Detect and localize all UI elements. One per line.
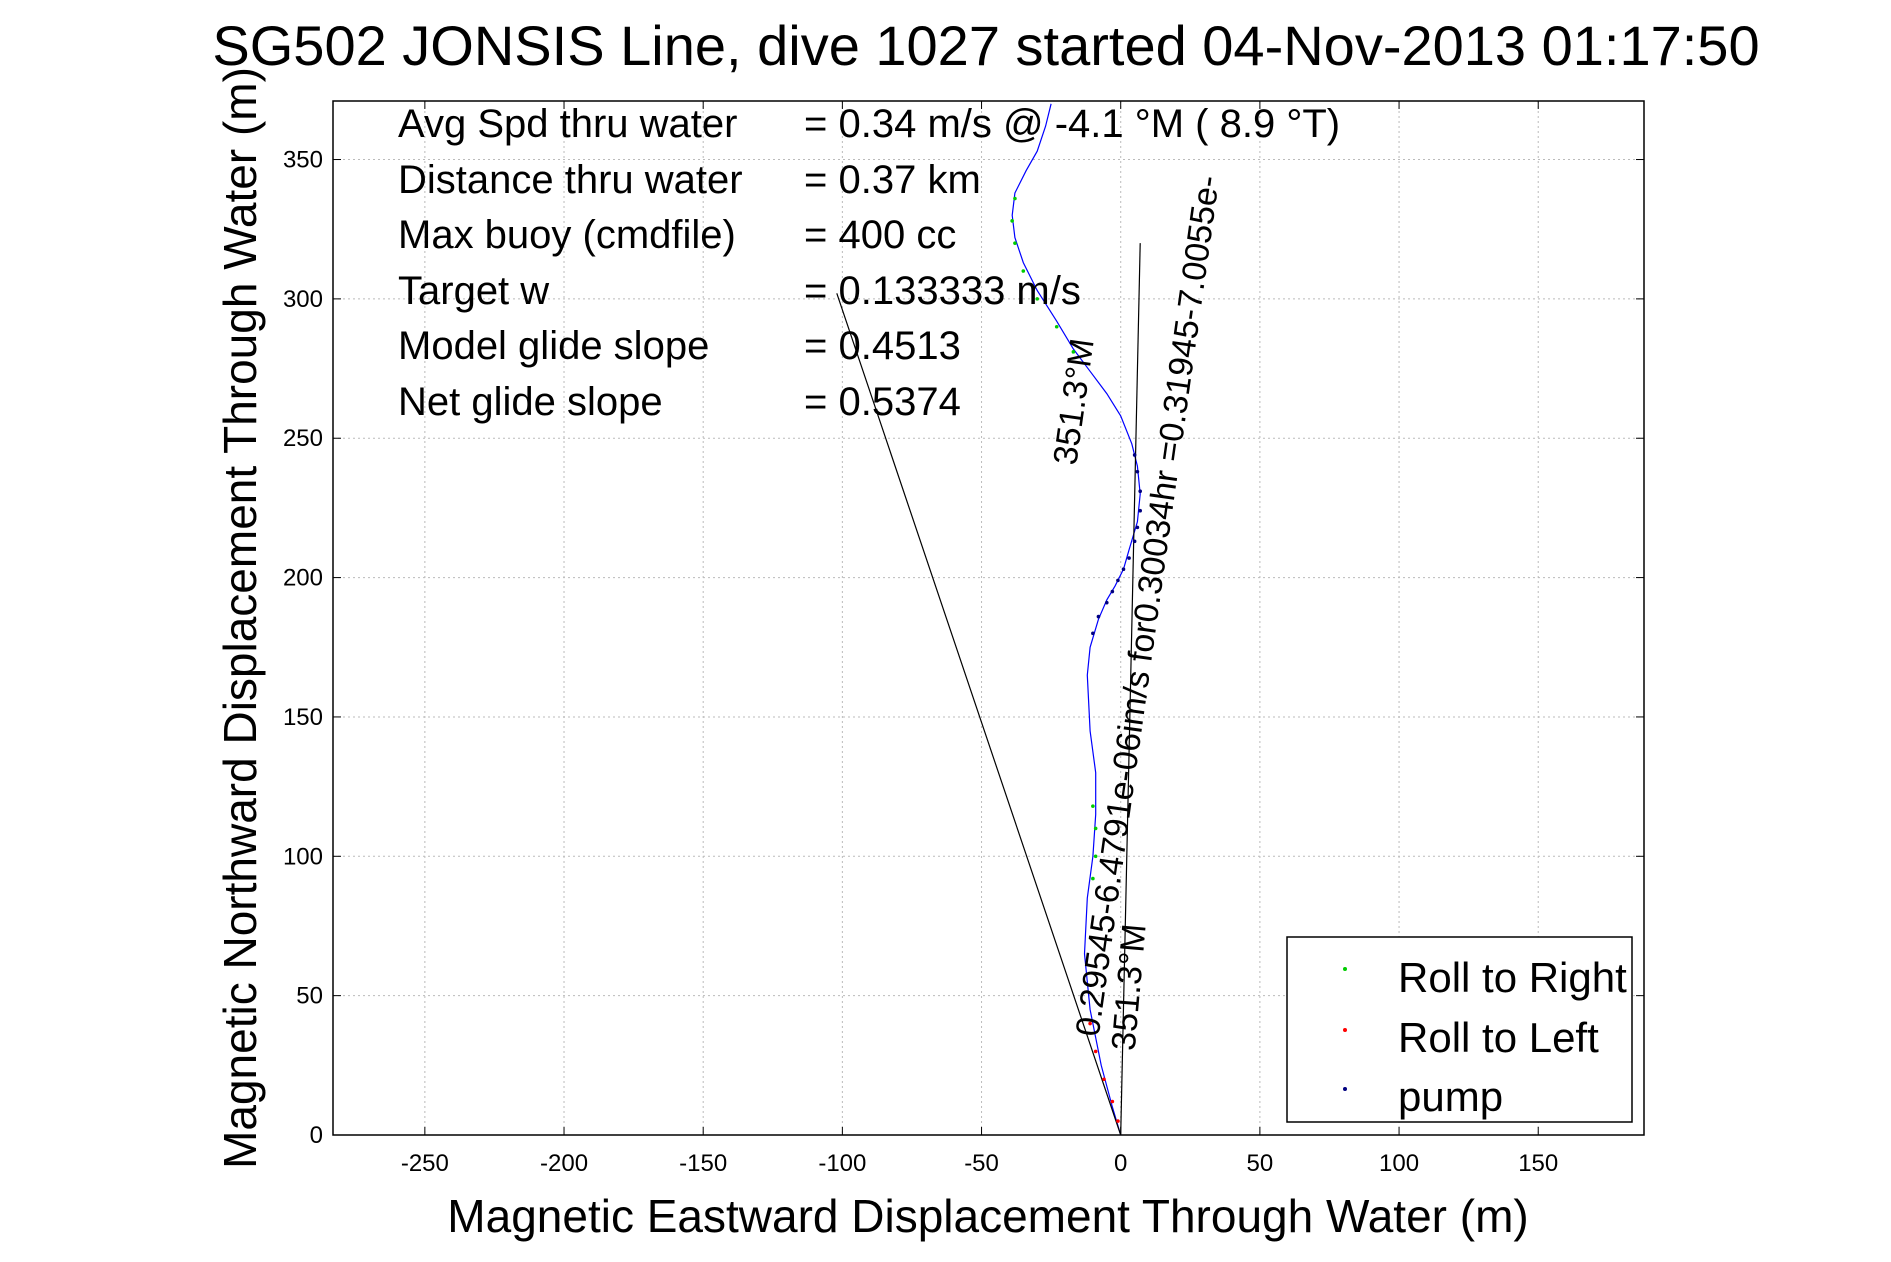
- data-point: [1091, 876, 1095, 881]
- legend-label-pump: pump: [1398, 1073, 1503, 1120]
- data-point: [1096, 614, 1101, 619]
- info-text-block: Avg Spd thru water = 0.34 m/s @ -4.1 °M …: [398, 102, 1340, 424]
- x-tick-label: 150: [1518, 1150, 1558, 1177]
- data-point: [1110, 589, 1115, 594]
- data-point: [1093, 1049, 1098, 1054]
- y-tick-label: 250: [283, 425, 323, 452]
- annotation-label: 351.3°M: [1046, 336, 1101, 467]
- x-tick-label: 0: [1114, 1150, 1127, 1177]
- data-point: [1121, 567, 1126, 572]
- y-tick-label: 150: [283, 704, 323, 731]
- data-point: [1102, 1077, 1106, 1082]
- data-point: [1104, 600, 1109, 605]
- data-point: [1035, 297, 1040, 301]
- info-value-max-buoy: = 400 cc: [804, 213, 956, 257]
- chart-title: SG502 JONSIS Line, dive 1027 started 04-…: [212, 14, 1759, 77]
- data-point: [1088, 1021, 1092, 1026]
- data-point: [1138, 489, 1142, 493]
- y-tick-label: 350: [283, 147, 323, 174]
- info-value-model-glide: = 0.4513: [804, 324, 961, 368]
- x-tick-label: -100: [818, 1150, 866, 1177]
- info-value-target-w: = 0.133333 m/s: [804, 269, 1081, 313]
- x-tick-label: 100: [1379, 1150, 1419, 1177]
- legend-label-roll-left: Roll to Left: [1398, 1014, 1599, 1061]
- data-point: [1091, 631, 1095, 636]
- y-tick-label: 300: [283, 286, 323, 313]
- info-value-avg-speed: = 0.34 m/s @ -4.1 °M ( 8.9 °T): [804, 102, 1340, 146]
- info-label-max-buoy: Max buoy (cmdfile): [398, 213, 736, 257]
- series-line: [1120, 243, 1141, 1136]
- data-point: [1127, 556, 1131, 560]
- info-label-distance: Distance thru water: [398, 158, 743, 202]
- legend-label-roll-right: Roll to Right: [1398, 954, 1627, 1001]
- y-axis-label: Magnetic Northward Displacement Through …: [214, 67, 266, 1169]
- x-tick-label: -200: [540, 1150, 588, 1177]
- x-tick-label: 50: [1247, 1150, 1274, 1177]
- data-point: [1013, 196, 1017, 201]
- data-point: [1091, 804, 1095, 808]
- x-axis-label: Magnetic Eastward Displacement Through W…: [447, 1190, 1528, 1242]
- data-point: [1132, 539, 1137, 544]
- data-point: [1054, 324, 1059, 329]
- data-point: [1116, 1119, 1120, 1123]
- data-point: [1138, 508, 1142, 513]
- info-value-net-glide: = 0.5374: [804, 380, 961, 424]
- series-line: [836, 293, 1122, 1136]
- x-tick-label: -250: [401, 1150, 449, 1177]
- data-point: [1021, 269, 1026, 273]
- info-label-model-glide: Model glide slope: [398, 324, 709, 368]
- info-value-distance: = 0.37 km: [804, 158, 981, 202]
- data-markers: [1010, 196, 1142, 1123]
- x-tick-label: -50: [964, 1150, 999, 1177]
- annotation-label: 0.29545-6.4791e-06im/s for0.30034hr =0.3…: [1069, 173, 1228, 1038]
- legend: Roll to Right Roll to Left pump: [1286, 936, 1633, 1123]
- data-point: [1135, 525, 1140, 530]
- plot-area-border: [332, 100, 1645, 1136]
- y-tick-label: 50: [296, 983, 323, 1010]
- data-point: [1135, 469, 1140, 474]
- series-line: [1011, 103, 1141, 1136]
- y-tick-label: 100: [283, 843, 323, 870]
- data-point: [1071, 350, 1076, 354]
- x-tick-label: -150: [679, 1150, 727, 1177]
- info-label-avg-speed: Avg Spd thru water: [398, 102, 737, 146]
- legend-marker-roll-right: [1343, 967, 1347, 971]
- legend-marker-pump: [1343, 1087, 1347, 1091]
- data-series: [836, 103, 1141, 1136]
- data-point: [1116, 578, 1120, 583]
- info-label-net-glide: Net glide slope: [398, 380, 663, 424]
- info-label-target-w: Target w: [398, 269, 549, 313]
- y-tick-label: 200: [283, 565, 323, 592]
- data-point: [1093, 854, 1098, 859]
- axis-ticks: -250 -200 -150 -100 -50 0 50 100 150 0 50 100 150 200…: [283, 101, 1644, 1177]
- data-point: [1093, 826, 1098, 831]
- y-tick-label: 0: [310, 1122, 323, 1149]
- data-point: [1132, 453, 1137, 457]
- data-point: [1110, 1099, 1115, 1104]
- data-point: [1013, 241, 1017, 245]
- legend-marker-roll-left: [1343, 1028, 1347, 1032]
- data-point: [1010, 219, 1014, 223]
